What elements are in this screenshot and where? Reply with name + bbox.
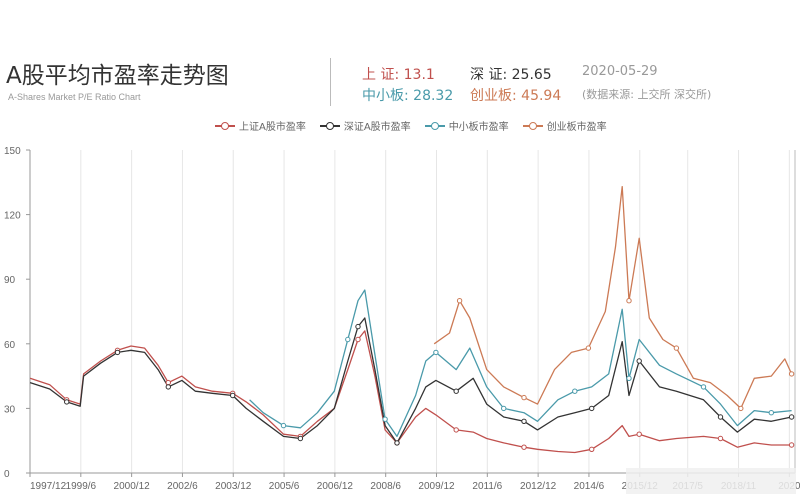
series-point-3 — [738, 405, 744, 412]
series-point-1 — [297, 435, 304, 442]
legend-swatch — [319, 121, 340, 131]
header-divider — [330, 58, 331, 106]
series-point-0 — [521, 444, 527, 450]
legend-label: 创业板市盈率 — [546, 122, 607, 133]
series-point-3 — [585, 345, 592, 351]
series-point-2 — [700, 384, 707, 390]
series-line-0 — [29, 330, 792, 454]
stat-sme-board-label: 中小板: — [362, 88, 414, 104]
y-tick-label: 0 — [4, 469, 10, 480]
series-point-0 — [636, 431, 642, 437]
series-point-1 — [165, 384, 172, 390]
stat-shenzhen-label: 深 证: — [470, 67, 512, 83]
legend-label: 上证A股市盈率 — [239, 122, 306, 133]
series-point-3 — [673, 345, 680, 351]
series-point-3 — [626, 298, 632, 304]
series-point-2 — [768, 410, 774, 416]
stat-shanghai-label: 上 证: — [362, 67, 404, 83]
chart-grid — [29, 150, 790, 473]
stat-shanghai: 上 证: 13.1 — [362, 64, 435, 84]
series-point-2 — [382, 416, 388, 422]
series-point-3 — [456, 298, 463, 304]
stat-sme-board-value: 28.32 — [413, 88, 454, 104]
series-point-1 — [355, 323, 361, 330]
series-point-1 — [64, 399, 70, 405]
series-point-0 — [453, 427, 459, 433]
series-point-1 — [717, 414, 724, 420]
y-tick-label: 30 — [4, 404, 16, 415]
series-point-0 — [788, 442, 795, 448]
y-tick-label: 90 — [4, 275, 16, 286]
stat-chinext-value: 45.94 — [521, 88, 562, 104]
series-point-2 — [501, 405, 507, 412]
x-tick-label: 2000/12 — [114, 481, 151, 492]
x-tick-label: 2006/12 — [317, 481, 354, 492]
series-point-1 — [788, 414, 795, 420]
chart-legend: 上证A股市盈率 深证A股市盈率 中小板市盈率 创业板市盈率 — [215, 118, 621, 136]
chart-axes: 1997/12 1999/6 2000/12 2002/6 2003/12 2005/6 2… — [4, 146, 800, 492]
data-date: 2020-05-29 — [582, 64, 658, 79]
y-tick-label: 60 — [4, 340, 16, 351]
series-point-2 — [572, 388, 578, 394]
legend-item-2[interactable]: 中小板市盈率 — [424, 118, 509, 133]
series-point-1 — [453, 388, 459, 394]
series-point-1 — [114, 349, 121, 356]
series-point-1 — [589, 405, 595, 412]
series-point-2 — [626, 375, 632, 382]
series-line-2 — [249, 289, 792, 438]
x-tick-label: 2011/6 — [472, 481, 502, 492]
series-point-3 — [788, 371, 795, 377]
series-point-3 — [521, 394, 527, 401]
page-subtitle: A-Shares Market P/E Ratio Chart — [8, 92, 141, 102]
chart-header: A股平均市盈率走势图 A-Shares Market P/E Ratio Cha… — [0, 0, 800, 140]
series-point-0 — [589, 446, 595, 452]
stat-shenzhen-value: 25.65 — [511, 67, 552, 83]
data-source: (数据来源: 上交所 深交所) — [582, 88, 712, 101]
pe-ratio-chart: 1997/12 1999/6 2000/12 2002/6 2003/12 2005/6 2… — [4, 146, 800, 492]
x-tick-label: 1999/6 — [66, 481, 97, 492]
x-tick-label: 1997/12 — [30, 481, 67, 492]
stat-chinext: 创业板: 45.94 — [470, 85, 561, 105]
x-tick-label: 2003/12 — [215, 481, 252, 492]
legend-item-0[interactable]: 上证A股市盈率 — [215, 118, 306, 133]
stat-sme-board: 中小板: 28.32 — [362, 85, 453, 105]
legend-item-3[interactable]: 创业板市盈率 — [522, 118, 607, 133]
stat-shanghai-value: 13.1 — [403, 67, 435, 83]
series-point-2 — [345, 336, 351, 343]
x-tick-label: 2012/12 — [520, 481, 557, 492]
stat-shenzhen: 深 证: 25.65 — [470, 64, 552, 84]
x-tick-label: 2002/6 — [167, 481, 198, 492]
page-title: A股平均市盈率走势图 — [6, 63, 229, 89]
stat-chinext-label: 创业板: — [470, 88, 522, 104]
legend-swatch — [424, 121, 445, 131]
series-point-2 — [433, 349, 439, 356]
y-tick-label: 150 — [4, 146, 21, 157]
series-point-0 — [355, 336, 361, 343]
legend-item-1[interactable]: 深证A股市盈率 — [319, 118, 411, 133]
watermark-overlay — [626, 468, 796, 494]
x-tick-label: 2009/12 — [418, 481, 455, 492]
legend-swatch — [522, 121, 543, 131]
series-point-1 — [394, 440, 400, 446]
series-point-0 — [165, 379, 172, 386]
chart-series — [29, 185, 793, 454]
x-tick-label: 2005/6 — [269, 481, 300, 492]
chart-markers — [64, 298, 795, 452]
series-line-3 — [433, 185, 793, 410]
legend-label: 中小板市盈率 — [448, 122, 509, 133]
series-point-1 — [521, 418, 527, 424]
series-line-1 — [29, 317, 792, 444]
series-point-2 — [280, 422, 287, 429]
series-point-1 — [636, 358, 642, 364]
series-point-1 — [230, 392, 236, 399]
series-point-0 — [717, 435, 724, 442]
legend-label: 深证A股市盈率 — [343, 122, 411, 133]
y-tick-label: 120 — [4, 211, 21, 222]
x-tick-label: 2008/6 — [370, 481, 401, 492]
x-tick-label: 2014/6 — [574, 481, 605, 492]
legend-swatch — [215, 121, 235, 131]
